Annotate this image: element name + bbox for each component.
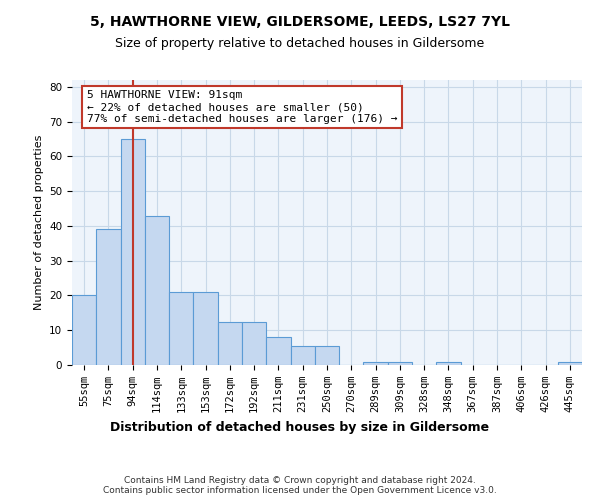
Text: 5 HAWTHORNE VIEW: 91sqm
← 22% of detached houses are smaller (50)
77% of semi-de: 5 HAWTHORNE VIEW: 91sqm ← 22% of detache…	[86, 90, 397, 124]
Bar	[364, 362, 388, 365]
Text: Distribution of detached houses by size in Gildersome: Distribution of detached houses by size …	[110, 421, 490, 434]
Text: Contains HM Land Registry data © Crown copyright and database right 2024.
Contai: Contains HM Land Registry data © Crown c…	[103, 476, 497, 495]
Bar	[290, 346, 315, 365]
Y-axis label: Number of detached properties: Number of detached properties	[34, 135, 44, 310]
Bar	[121, 139, 145, 365]
Bar	[193, 292, 218, 365]
Bar	[315, 346, 339, 365]
Bar	[218, 322, 242, 365]
Bar	[145, 216, 169, 365]
Bar	[72, 296, 96, 365]
Text: 5, HAWTHORNE VIEW, GILDERSOME, LEEDS, LS27 7YL: 5, HAWTHORNE VIEW, GILDERSOME, LEEDS, LS…	[90, 15, 510, 29]
Bar	[242, 322, 266, 365]
Bar	[169, 292, 193, 365]
Bar	[558, 362, 582, 365]
Text: Size of property relative to detached houses in Gildersome: Size of property relative to detached ho…	[115, 38, 485, 51]
Bar	[96, 230, 121, 365]
Bar	[388, 362, 412, 365]
Bar	[436, 362, 461, 365]
Bar	[266, 337, 290, 365]
